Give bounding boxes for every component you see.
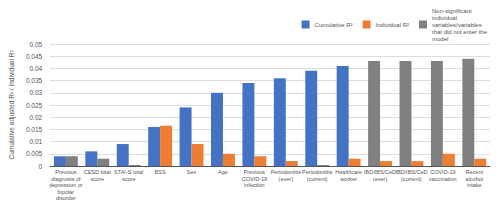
svg-text:COVID-19: COVID-19 [242, 176, 267, 182]
svg-text:Periodontitis: Periodontitis [271, 169, 302, 175]
svg-text:Previous: Previous [244, 169, 266, 175]
svg-text:CESD total: CESD total [84, 169, 111, 175]
svg-text:0.04: 0.04 [30, 65, 43, 72]
svg-text:alcohol: alcohol [466, 176, 483, 182]
svg-text:(current): (current) [401, 176, 422, 182]
svg-text:variables/variables: variables/variables [432, 22, 482, 28]
svg-text:0.035: 0.035 [26, 77, 43, 84]
svg-text:infection: infection [244, 182, 265, 188]
svg-text:0.015: 0.015 [26, 126, 43, 133]
svg-text:diagnosis of: diagnosis of [51, 176, 81, 182]
svg-text:Previous: Previous [55, 169, 77, 175]
svg-text:individual: individual [432, 15, 457, 21]
svg-text:STAI-S total: STAI-S total [114, 169, 143, 175]
svg-text:COVID-19: COVID-19 [430, 169, 455, 175]
svg-text:0.01: 0.01 [30, 138, 43, 145]
svg-text:score: score [122, 176, 135, 182]
svg-text:IBD/IBS/CeD: IBD/IBS/CeD [364, 169, 396, 175]
svg-text:Individual R²: Individual R² [376, 22, 409, 28]
svg-text:IBD/IBS/CeD: IBD/IBS/CeD [395, 169, 427, 175]
svg-text:bipolar: bipolar [58, 189, 75, 195]
svg-text:BSS: BSS [155, 169, 166, 175]
svg-text:vaccination: vaccination [429, 176, 457, 182]
svg-text:model: model [432, 36, 448, 42]
svg-text:Sex: Sex [187, 169, 197, 175]
svg-text:(ever): (ever) [279, 176, 294, 182]
svg-text:Periodontitis: Periodontitis [302, 169, 333, 175]
svg-text:0.005: 0.005 [26, 150, 43, 157]
svg-text:Cumulative R²: Cumulative R² [315, 22, 353, 28]
svg-text:that did not enter the: that did not enter the [432, 29, 488, 35]
svg-text:disorder: disorder [56, 195, 76, 201]
svg-text:0.02: 0.02 [30, 114, 43, 121]
svg-text:Recent: Recent [466, 169, 484, 175]
svg-text:Non-significant: Non-significant [432, 8, 472, 14]
svg-text:(current): (current) [307, 176, 328, 182]
svg-text:0.025: 0.025 [26, 102, 43, 109]
svg-text:Cumulative adjusted R² / Indiv: Cumulative adjusted R² / Individual R² [8, 50, 16, 160]
svg-text:intake: intake [467, 182, 482, 188]
svg-text:depression or: depression or [49, 182, 82, 188]
svg-text:0.03: 0.03 [30, 89, 43, 96]
svg-text:0.045: 0.045 [26, 53, 43, 60]
svg-text:Age: Age [218, 169, 228, 175]
svg-text:Healthcare: Healthcare [335, 169, 362, 175]
svg-text:(ever): (ever) [373, 176, 388, 182]
svg-text:0.05: 0.05 [30, 41, 43, 48]
svg-text:0: 0 [39, 163, 43, 170]
svg-text:worker: worker [339, 176, 357, 182]
svg-text:score: score [91, 176, 104, 182]
